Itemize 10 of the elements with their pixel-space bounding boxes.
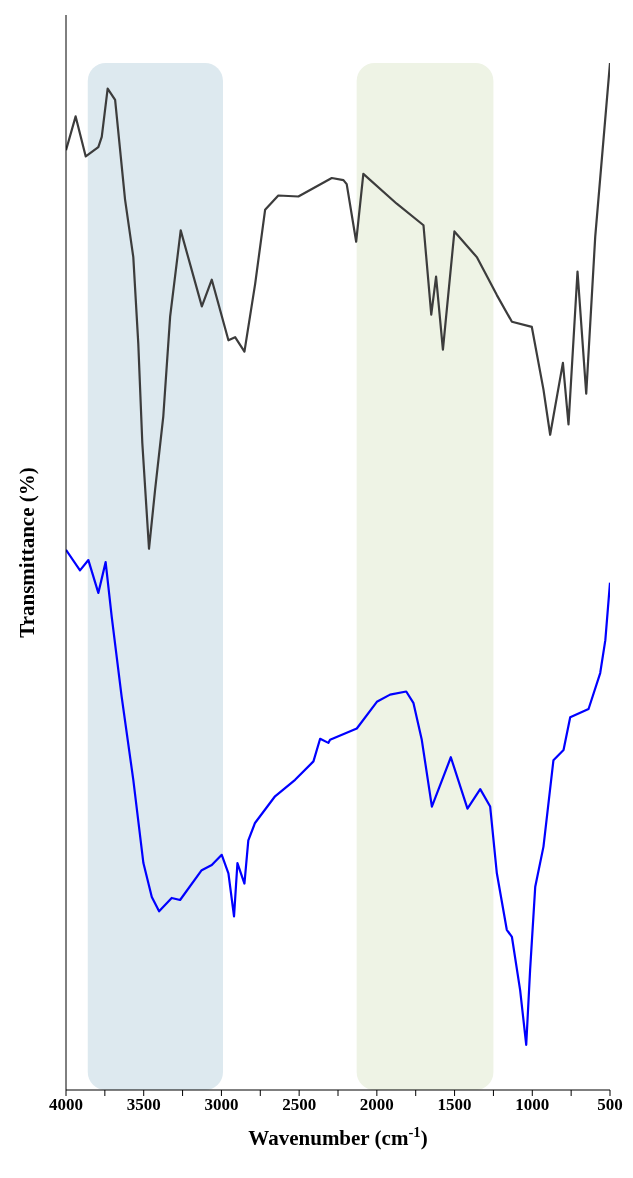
x-tick-label: 500 bbox=[597, 1095, 623, 1115]
x-tick-label: 3500 bbox=[126, 1095, 161, 1115]
x-tick-label: 4000 bbox=[49, 1095, 83, 1115]
x-tick-label: 1000 bbox=[515, 1095, 550, 1115]
x-tick-label: 1500 bbox=[437, 1095, 472, 1115]
x-axis-title: Wavenumber (cm$^{-1}$) bbox=[248, 1124, 428, 1150]
x-tick-label: 2500 bbox=[282, 1095, 317, 1115]
x-tick-label: 3000 bbox=[204, 1095, 239, 1115]
y-axis-title: Transmittance (%) bbox=[15, 467, 39, 638]
x-tick-label: 2000 bbox=[359, 1095, 394, 1115]
